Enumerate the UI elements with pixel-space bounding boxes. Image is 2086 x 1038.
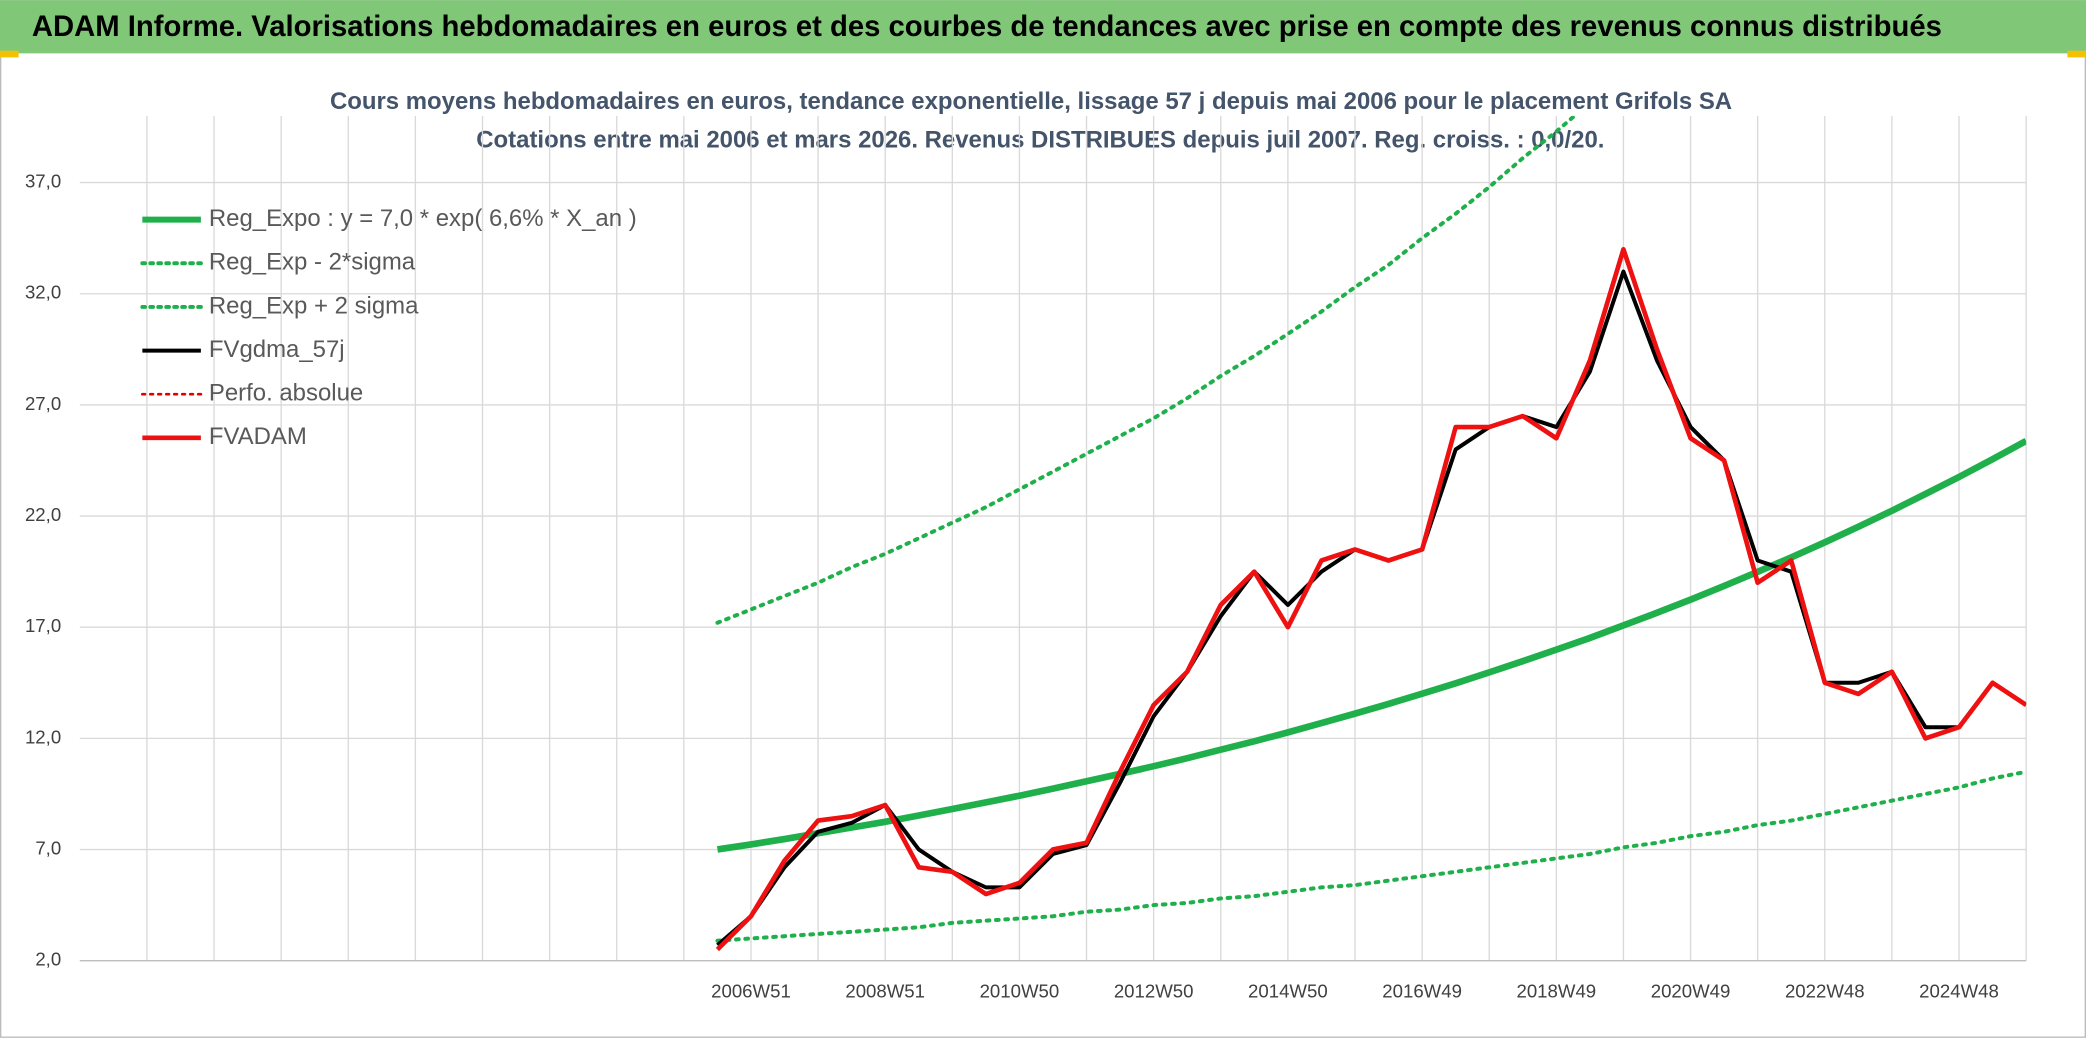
chart-title: Cours moyens hebdomadaires en euros, ten… — [330, 88, 1732, 115]
header-bar — [0, 0, 2086, 54]
x-tick-label: 2016W49 — [1382, 981, 1462, 1002]
plot-area — [715, 115, 2027, 952]
series-line — [715, 115, 1578, 625]
x-tick-label: 2006W51 — [711, 981, 791, 1002]
legend-label: Reg_Exp + 2 sigma — [209, 292, 419, 319]
legend-label: FVADAM — [209, 423, 307, 450]
x-tick-label: 2022W48 — [1785, 981, 1865, 1002]
y-tick-label: 17,0 — [25, 615, 61, 636]
y-tick-label: 37,0 — [25, 171, 61, 192]
x-tick-label: 2012W50 — [1114, 981, 1194, 1002]
y-tick-label: 27,0 — [25, 393, 61, 414]
legend-label: Reg_Expo : y = 7,0 * exp( 6,6% * X_an ) — [209, 205, 637, 232]
y-tick-label: 22,0 — [25, 504, 61, 525]
corner — [0, 50, 19, 58]
series-line — [715, 769, 2027, 943]
legend-label: Reg_Exp - 2*sigma — [209, 249, 416, 276]
y-tick-label: 32,0 — [25, 282, 61, 303]
x-tick-label: 2008W51 — [845, 981, 925, 1002]
legend-label: FVgdma_57j — [209, 336, 345, 363]
x-tick-label: 2014W50 — [1248, 981, 1328, 1002]
x-tick-label: 2018W49 — [1516, 981, 1596, 1002]
x-tick-label: 2010W50 — [980, 981, 1060, 1002]
corner — [2067, 50, 2086, 58]
header-title: ADAM Informe. Valorisations hebdomadaire… — [32, 11, 1942, 43]
x-tick-label: 2024W48 — [1919, 981, 1999, 1002]
series-line — [715, 247, 2027, 952]
chart-subtitle: Cotations entre mai 2006 et mars 2026. R… — [476, 127, 1604, 154]
y-tick-label: 7,0 — [35, 837, 61, 858]
series-line — [716, 437, 2027, 853]
x-tick-label: 2020W49 — [1651, 981, 1731, 1002]
y-tick-label: 2,0 — [35, 949, 61, 970]
legend-label: Perfo. absolue — [209, 380, 363, 407]
y-tick-label: 12,0 — [25, 726, 61, 747]
